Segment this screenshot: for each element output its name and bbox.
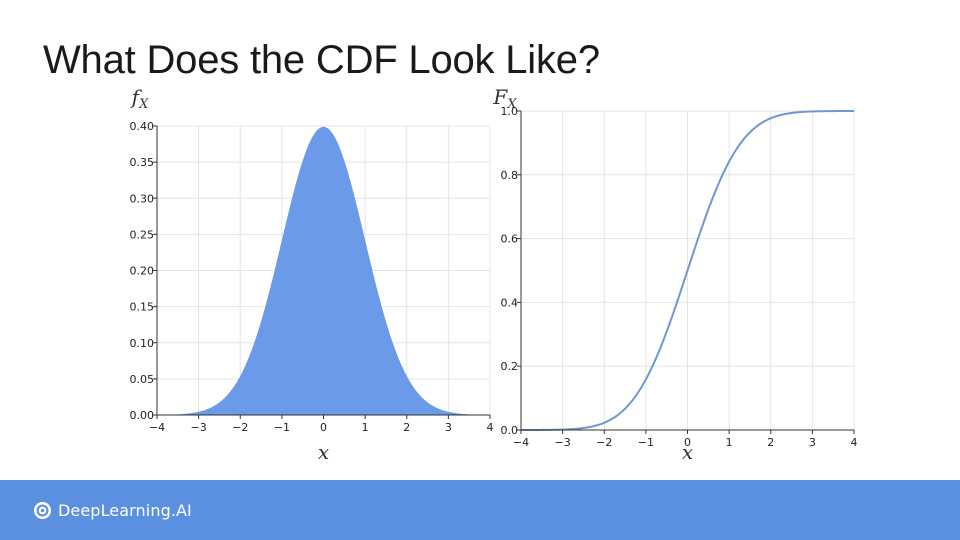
y-tick-label: 0.20: [130, 265, 155, 278]
x-tick-label: 2: [767, 436, 774, 449]
x-tick-label: 2: [403, 421, 410, 434]
x-tick-label: 4: [851, 436, 858, 449]
cdf-line: [521, 110, 854, 431]
y-tick-label: 0.15: [130, 301, 155, 314]
x-tick-label: −3: [555, 436, 571, 449]
y-tick-label: 0.10: [130, 337, 155, 350]
x-tick-label: 3: [809, 436, 816, 449]
x-tick-label: 4: [487, 421, 494, 434]
y-axis-title: fX: [130, 85, 149, 112]
pdf-area: [157, 126, 490, 415]
x-tick-label: −1: [638, 436, 654, 449]
x-tick-label: −4: [149, 421, 165, 434]
brand-logo: DeepLearning.AI: [33, 501, 192, 520]
y-tick-label: 0.2: [501, 360, 519, 373]
y-axis-title: FX: [492, 85, 517, 112]
y-tick-label: 0.00: [130, 409, 155, 422]
x-axis-title: x: [318, 440, 329, 464]
pdf-chart: −4 −3 −2 −1 0 1 2 3 4 0.00 0.05 0.10 0.15 0.20 0.25 0.3…: [130, 85, 494, 464]
y-tick-label: 0.40: [130, 120, 155, 133]
x-tick-label: 1: [362, 421, 369, 434]
x-tick-label: 1: [726, 436, 733, 449]
y-tick-label: 0.4: [501, 296, 519, 309]
x-tick-label: −2: [596, 436, 612, 449]
x-tick-label: −1: [274, 421, 290, 434]
y-tick-label: 0.0: [501, 424, 519, 437]
deeplearning-logo-icon: [33, 501, 52, 519]
slide-title: What Does the CDF Look Like?: [43, 38, 600, 82]
brand-name: DeepLearning.AI: [58, 500, 192, 520]
y-tick-label: 0.6: [501, 233, 519, 246]
x-tick-label: −2: [232, 421, 248, 434]
x-tick-label: 0: [684, 436, 691, 449]
x-tick-label: −3: [191, 421, 207, 434]
y-tick-label: 0.05: [130, 373, 155, 386]
x-tick-label: 3: [445, 421, 452, 434]
y-tick-label: 0.8: [501, 169, 519, 182]
y-tick-label: 0.35: [130, 156, 155, 169]
x-tick-label: 0: [320, 421, 327, 434]
cdf-chart: −4 −3 −2 −1 0 1 2 3 4 0.0 0.2 0.4 0.6 0.8 1.0FX x: [492, 85, 857, 464]
y-tick-label: 0.30: [130, 192, 155, 205]
x-tick-label: −4: [513, 436, 529, 449]
y-tick-label: 0.25: [130, 228, 155, 241]
x-axis-title: x: [682, 440, 693, 464]
footer-bar: DeepLearning.AI: [0, 480, 960, 540]
charts-canvas: −4 −3 −2 −1 0 1 2 3 40.000.050.100.150.200.250.3…: [130, 85, 858, 464]
y-tick-label: 1.0: [501, 105, 519, 118]
